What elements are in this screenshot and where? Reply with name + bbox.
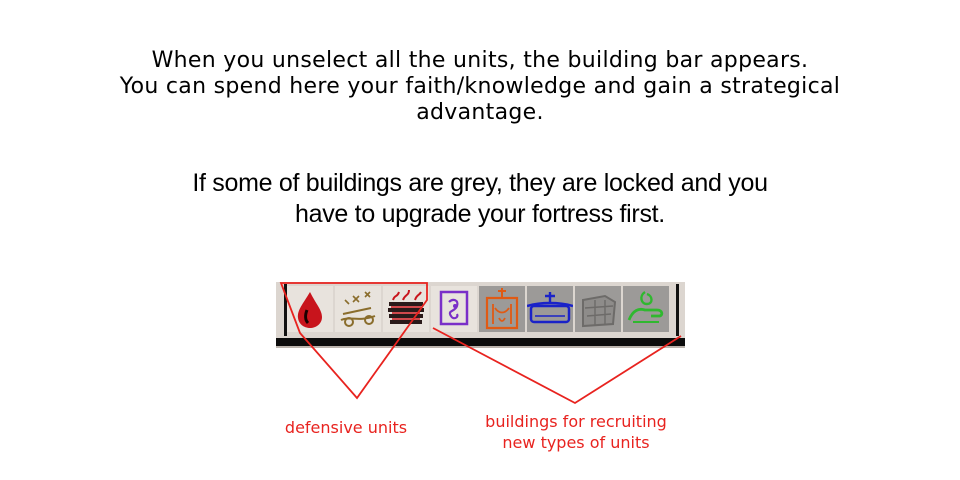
building-bar-bottom-border [276,338,685,346]
locked-note: If some of buildings are grey, they are … [0,168,960,230]
slot-blood-drop[interactable] [287,286,333,332]
slot-orange-temple[interactable] [479,286,525,332]
stone-block-icon [582,294,617,328]
intro-line-3: advantage. [416,100,544,125]
locked-note-line-2: have to upgrade your fortress first. [295,200,665,228]
building-bar-right-edge [676,284,679,336]
slot-stone-block[interactable] [575,286,621,332]
locked-note-line-1: If some of buildings are grey, they are … [192,169,768,197]
slot-green-hand[interactable] [623,286,669,332]
building-bar-shadow [276,346,685,348]
buildings-label-line-2: new types of units [502,433,650,452]
defensive-units-label: defensive units [268,417,424,438]
defensive-units-label-text: defensive units [284,418,408,437]
blood-drop-icon [297,292,322,328]
ballista-icon [340,291,376,327]
slot-blue-altar[interactable] [527,286,573,332]
buildings-label: buildings for recruiting new types of un… [462,411,690,453]
slot-scroll-shrine[interactable] [431,286,477,332]
scroll-shrine-icon [439,290,469,326]
intro-line-2: You can spend here your faith/knowledge … [119,74,841,99]
buildings-label-line-1: buildings for recruiting [485,412,667,431]
slot-burning-barricade[interactable] [383,286,429,332]
burning-barricade-icon [388,289,424,324]
slot-ballista[interactable] [335,286,381,332]
blue-altar-icon [527,292,573,324]
intro-line-1: When you unselect all the units, the bui… [151,48,809,73]
intro-text: When you unselect all the units, the bui… [0,48,960,126]
orange-temple-icon [485,288,519,330]
green-hand-icon [627,291,664,323]
